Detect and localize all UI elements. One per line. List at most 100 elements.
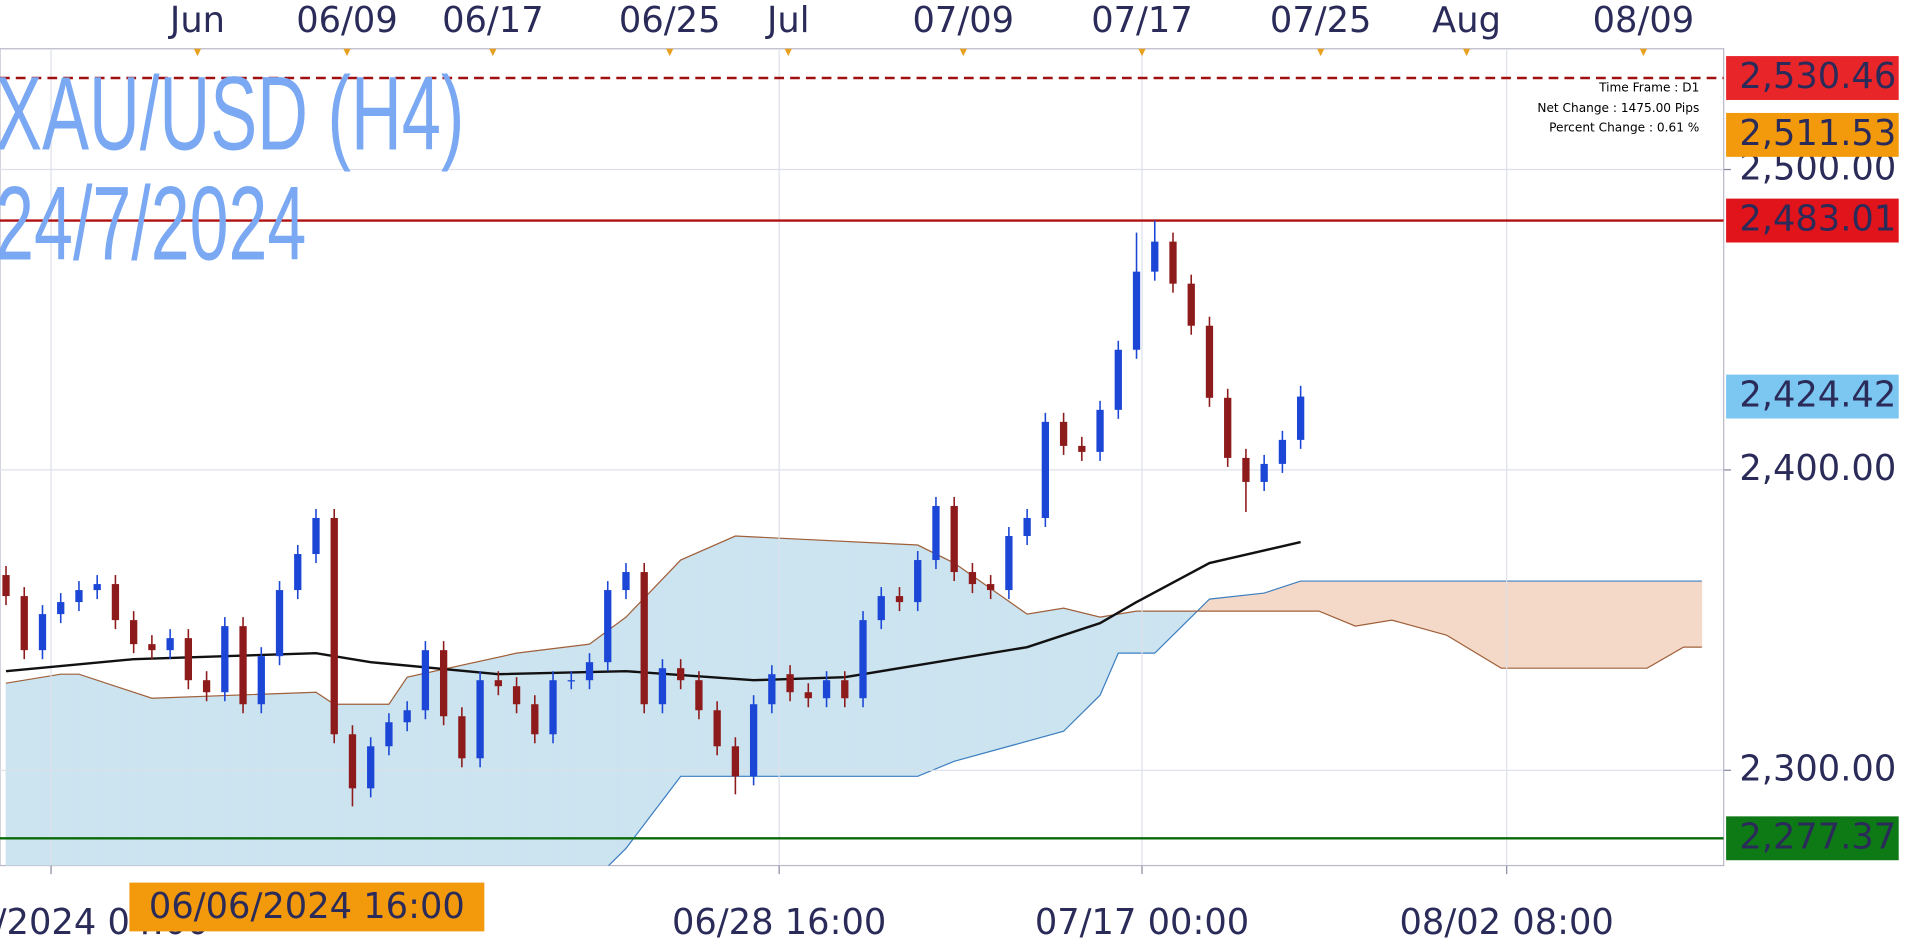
candle-body — [257, 656, 265, 705]
cloud-fill — [1008, 600, 1019, 747]
cloud-fill — [142, 694, 153, 866]
info-line: Percent Change : 0.61 % — [1549, 120, 1699, 134]
x-tick-label: 07/17 00:00 — [1035, 902, 1249, 943]
cloud-fill — [1300, 580, 1311, 612]
candle-body — [367, 746, 375, 789]
candle-body — [458, 716, 466, 759]
candle-body — [1224, 397, 1232, 458]
candle-body — [1096, 409, 1104, 452]
info-line: Time Frame : D1 — [1598, 80, 1699, 94]
cloud-fill — [1683, 580, 1694, 648]
cloud-fill — [233, 694, 244, 866]
cloud-fill — [1473, 580, 1484, 658]
candle-body — [130, 620, 138, 645]
cloud-fill — [1345, 580, 1356, 627]
cloud-fill — [1044, 609, 1055, 737]
cloud-fill — [1254, 592, 1265, 612]
cloud-fill — [944, 557, 955, 766]
candle-body — [148, 644, 156, 651]
cloud-fill — [279, 692, 290, 866]
price-label: 2,424.42 — [1739, 375, 1896, 416]
cursor-label-bg — [129, 882, 485, 932]
cloud-fill — [890, 543, 900, 777]
cloud-fill — [899, 543, 909, 777]
price-label: 2,483.01 — [1739, 199, 1896, 240]
candle-body — [695, 680, 703, 711]
cloud-fill — [1245, 593, 1256, 612]
moving-average — [5, 540, 1301, 682]
cloud-fill — [1391, 580, 1402, 624]
candle-body — [239, 626, 247, 705]
cloud-fill — [1418, 580, 1429, 631]
cloud-fill — [534, 649, 545, 866]
cloud-fill — [1063, 607, 1074, 733]
candle-body — [968, 572, 977, 585]
candle-body — [640, 572, 648, 705]
cloud-fill — [990, 587, 1001, 752]
candle-body — [202, 680, 211, 693]
candle-body — [93, 584, 101, 591]
price-label: 2,511.53 — [1739, 113, 1896, 154]
candle-body — [531, 704, 539, 735]
cloud-fill — [397, 675, 408, 866]
x-top-tick-label: 07/09 — [913, 0, 1015, 41]
candle-body — [421, 650, 430, 711]
y-tick-label: 2,300.00 — [1739, 748, 1896, 789]
cloud-fill — [735, 535, 745, 777]
cloud-fill — [133, 691, 144, 866]
cloud-fill — [1054, 607, 1064, 735]
cloud-line — [5, 535, 1702, 705]
cloud-fill — [680, 555, 691, 777]
price-label-bg — [1726, 198, 1899, 243]
chart-subtitle: 24/7/2024 — [0, 165, 306, 282]
x-top-tick — [489, 48, 497, 57]
cloud-fill — [60, 673, 71, 866]
candle-body — [713, 710, 721, 747]
x-top-tick — [1462, 48, 1471, 57]
cloud-fill — [1564, 580, 1575, 669]
cloud-fill — [297, 692, 308, 866]
price-label-bg — [1726, 816, 1899, 861]
y-tick-label: 2,400.00 — [1739, 448, 1896, 489]
cloud-fill — [151, 697, 162, 866]
cloud-fill — [1437, 580, 1447, 636]
candle-body — [1078, 445, 1086, 452]
candle-body — [658, 668, 667, 705]
cloud-fill — [124, 688, 135, 866]
candle-body — [348, 734, 357, 789]
x-top-tick — [1138, 48, 1146, 57]
cloud-fill — [1409, 580, 1420, 629]
candle-body — [385, 722, 393, 747]
cloud-fill — [1664, 580, 1675, 659]
cloud-fill — [616, 616, 627, 859]
cloud-fill — [206, 695, 217, 866]
cloud-line — [607, 580, 1702, 866]
cloud-fill — [1446, 580, 1456, 642]
cloud-fill — [1373, 580, 1384, 624]
cloud-fill — [807, 539, 818, 777]
cloud-fill — [342, 703, 353, 866]
x-top-tick — [193, 48, 202, 57]
x-top-tick-label: 06/09 — [296, 0, 398, 41]
cloud-fill — [306, 691, 317, 866]
cloud-fill — [780, 537, 791, 777]
cloud-fill — [69, 673, 80, 866]
candle-body — [677, 668, 685, 681]
cloud-fill — [999, 594, 1010, 750]
cloud-fill — [1491, 580, 1502, 669]
chart-title: XAU/USD (H4) — [0, 55, 464, 172]
cloud-fill — [1655, 580, 1666, 664]
cloud-fill — [1573, 580, 1584, 669]
candle-body — [549, 680, 557, 735]
candle-body — [1260, 463, 1268, 482]
candle-body — [585, 662, 594, 681]
cloud-fill — [5, 681, 16, 866]
cloud-fill — [826, 540, 837, 777]
cloud-fill — [224, 694, 235, 866]
candle-body — [476, 680, 484, 759]
cloud-fill — [51, 673, 62, 866]
cloud-fill — [270, 693, 280, 866]
cloud-fill — [78, 673, 89, 866]
cloud-fill — [789, 538, 800, 777]
cloud-fill — [1236, 594, 1247, 612]
